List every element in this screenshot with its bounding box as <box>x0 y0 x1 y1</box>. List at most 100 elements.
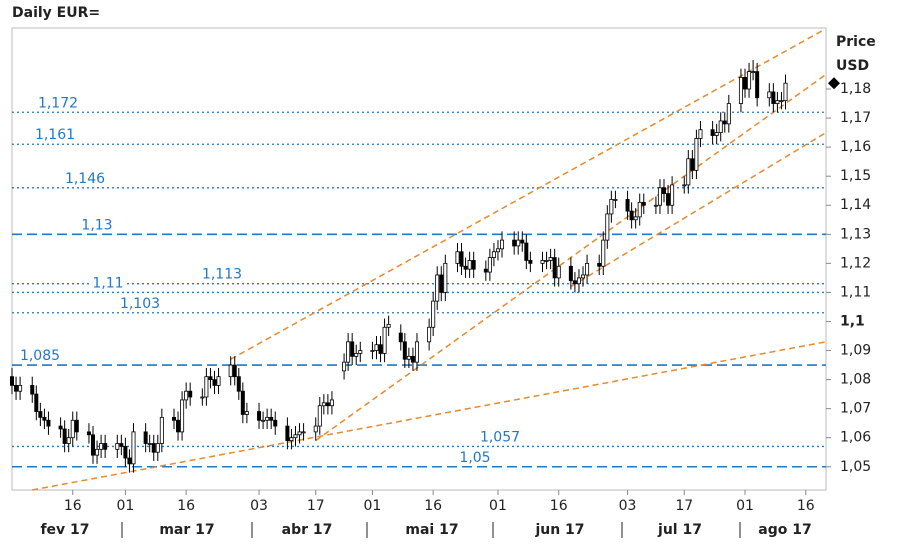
x-tick-label: 16 <box>797 498 815 514</box>
x-tick-label: 01 <box>736 498 754 514</box>
candle-body <box>653 204 658 207</box>
candle-body <box>301 431 306 434</box>
last-price-marker <box>828 77 840 90</box>
level-label: 1,103 <box>120 296 160 312</box>
candle-body <box>293 434 298 439</box>
candle-body <box>171 416 176 421</box>
candle-body <box>30 384 35 395</box>
candle-body <box>74 419 79 433</box>
candle-body <box>410 355 415 363</box>
candle-body <box>184 390 189 401</box>
candle-body <box>269 416 274 421</box>
candle-body <box>9 376 14 386</box>
candle-body <box>265 416 270 421</box>
candle-body <box>629 210 634 221</box>
candle-body <box>216 376 221 386</box>
candle-body <box>666 193 671 206</box>
candle-body <box>738 76 743 104</box>
candle-body <box>228 364 233 378</box>
candle-body <box>398 332 403 343</box>
level-label: 1,13 <box>81 217 112 233</box>
trend-line <box>32 341 827 491</box>
candle-body <box>516 239 521 247</box>
candle-body <box>354 353 359 357</box>
y-tick-label: 1,14 <box>840 197 871 213</box>
candle-body <box>609 199 614 215</box>
candle-body <box>402 341 407 360</box>
candle-body <box>370 350 375 352</box>
candle-body <box>556 265 561 279</box>
candle-body <box>240 390 245 415</box>
candle-body <box>625 199 630 212</box>
candle-body <box>657 187 662 206</box>
trend-line <box>315 73 827 442</box>
x-tick-label: 16 <box>64 498 82 514</box>
candle-body <box>520 239 525 244</box>
candle-body <box>346 341 351 363</box>
candle-body <box>127 457 132 465</box>
candle-body <box>350 341 355 357</box>
level-label-bg <box>32 127 78 144</box>
month-label: abr 17 <box>282 522 333 538</box>
candle-body <box>500 239 505 250</box>
y-axis-label: Price <box>836 34 876 50</box>
candle-body <box>439 274 444 293</box>
candle-body <box>204 376 209 398</box>
candle-body <box>317 405 322 427</box>
candle-body <box>378 344 383 354</box>
x-tick-label: 16 <box>424 498 442 514</box>
candle-body <box>597 262 602 267</box>
level-label-bg <box>117 295 163 312</box>
candle-body <box>386 323 391 328</box>
x-tick-label: 16 <box>550 498 568 514</box>
candle-body <box>686 158 691 186</box>
candle-body <box>42 416 47 421</box>
candle-body <box>743 76 748 90</box>
y-tick-label: 1,08 <box>840 372 871 388</box>
month-label: jul 17 <box>657 522 702 538</box>
candle-body <box>662 187 667 195</box>
candle-body <box>568 265 573 282</box>
candle-body <box>131 431 136 465</box>
candle-body <box>285 425 290 442</box>
candle-body <box>261 419 266 422</box>
y-tick-label: 1,06 <box>840 430 871 446</box>
y-tick-label: 1,17 <box>840 110 871 126</box>
level-label-bg <box>17 348 63 365</box>
candle-body <box>427 326 432 343</box>
candle-body <box>463 265 468 270</box>
candle-body <box>601 239 606 267</box>
candle-body <box>180 399 185 433</box>
trend-line <box>230 30 823 360</box>
candle-body <box>431 300 436 328</box>
candle-body <box>273 419 278 427</box>
level-label: 1,057 <box>480 429 520 445</box>
candle-body <box>99 443 104 450</box>
candle-body <box>289 437 294 442</box>
level-label-bg <box>457 449 493 466</box>
candle-body <box>244 411 249 415</box>
x-tick-label: 03 <box>250 498 268 514</box>
candle-body <box>718 120 723 134</box>
candle-body <box>512 239 517 247</box>
candle-body <box>257 411 262 421</box>
plot-frame <box>11 27 827 491</box>
candle-body <box>548 257 553 261</box>
candle-body <box>38 411 43 418</box>
candle-body <box>613 199 618 201</box>
candle-body <box>747 71 752 90</box>
candle-body <box>374 344 379 351</box>
y-tick-label: 1,15 <box>840 168 871 184</box>
y-tick-label: 1,11 <box>840 284 871 300</box>
x-tick-label: 16 <box>177 498 195 514</box>
level-label: 1,11 <box>92 275 123 291</box>
candle-body <box>528 260 533 264</box>
candle-body <box>123 446 128 459</box>
candle-body <box>552 257 557 279</box>
y-tick-label: 1,13 <box>840 226 871 242</box>
candle-body <box>382 326 387 354</box>
candle-body <box>783 82 788 102</box>
candle-body <box>159 416 164 444</box>
y-tick-label: 1,18 <box>840 81 871 97</box>
candle-body <box>605 213 610 241</box>
